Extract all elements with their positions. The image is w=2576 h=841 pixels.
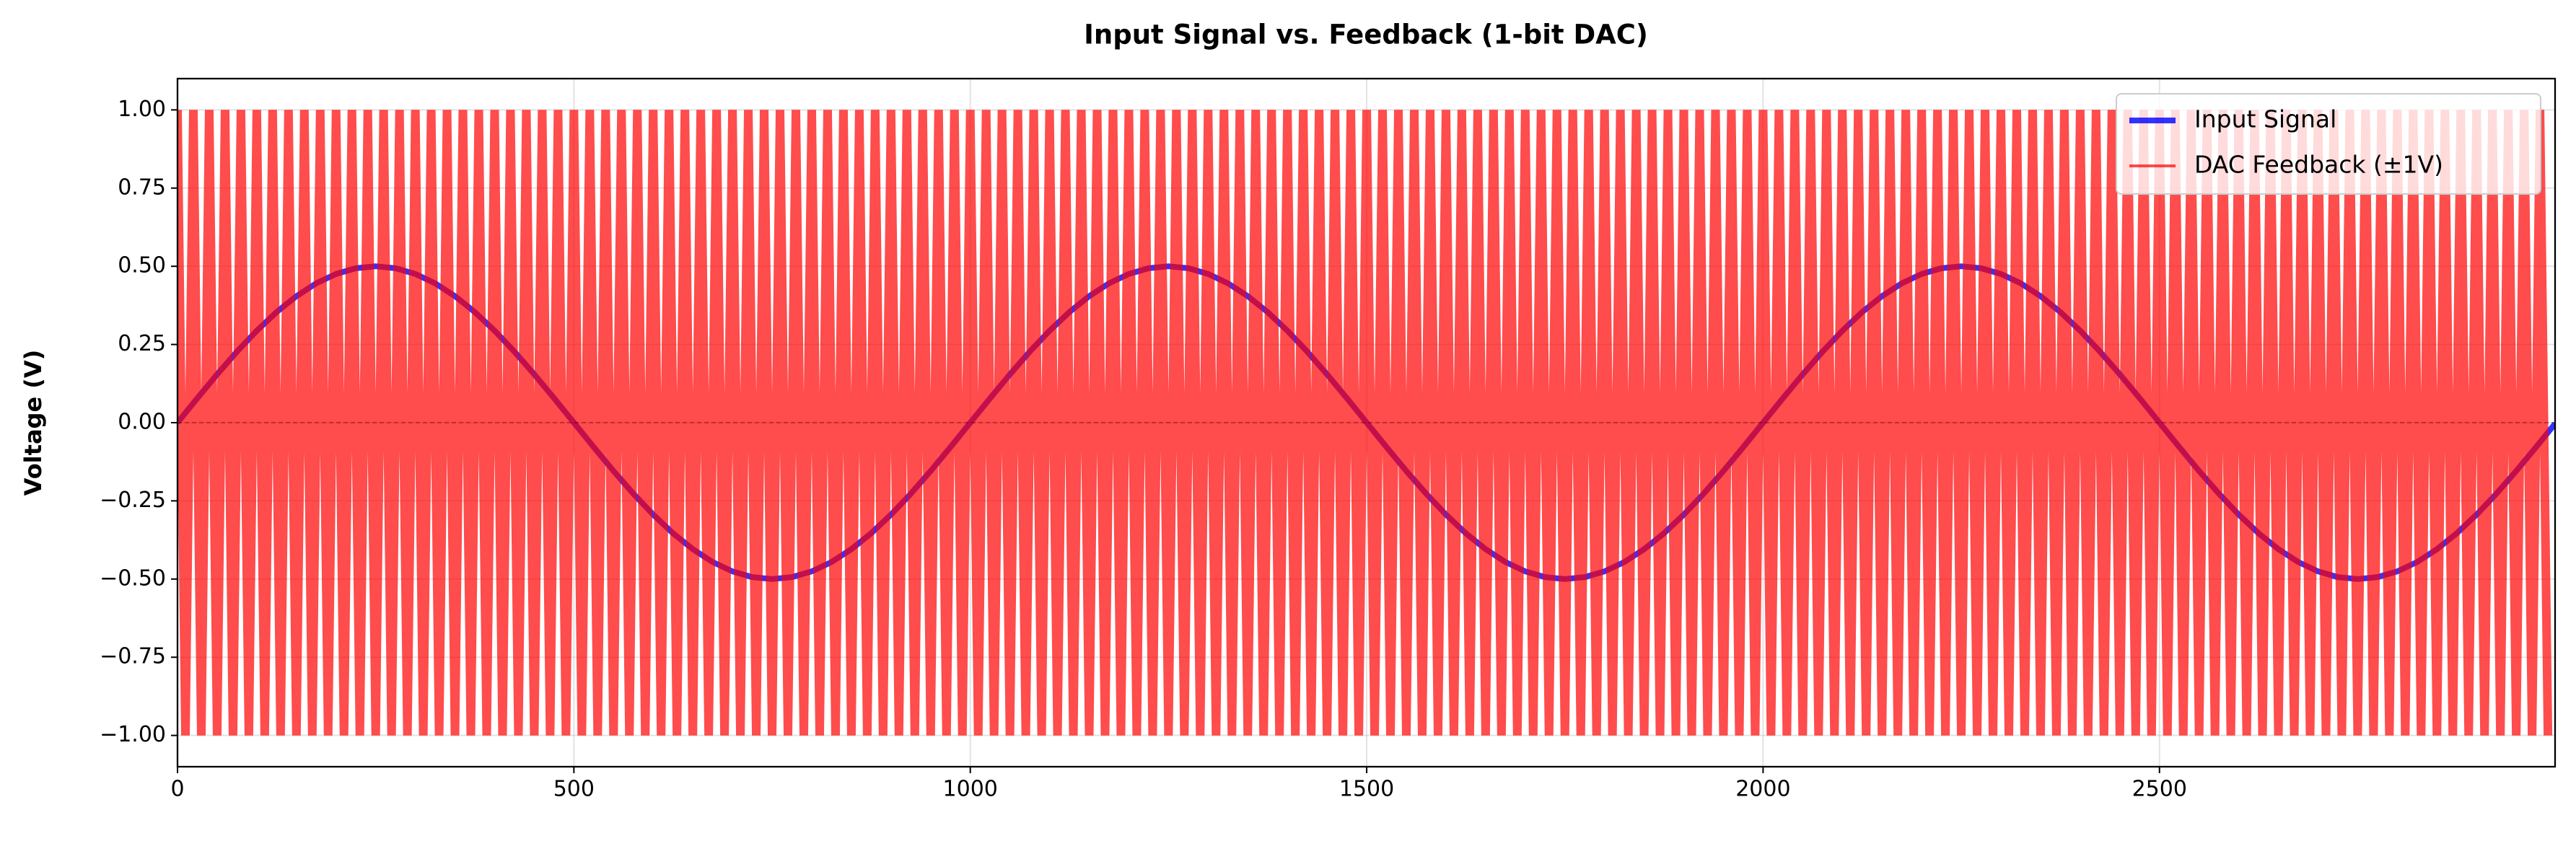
plot-frame	[176, 77, 2557, 768]
x-tick-label: 2000	[1735, 777, 1790, 802]
y-tick-label: −0.75	[100, 644, 166, 669]
legend-label: Input Signal	[2194, 105, 2336, 133]
y-tick-label: 0.25	[118, 331, 166, 356]
y-tick-label: 1.00	[118, 97, 166, 122]
legend-label: DAC Feedback (±1V)	[2194, 151, 2443, 179]
legend-box	[2116, 93, 2541, 195]
y-tick-label: −0.25	[100, 488, 166, 513]
y-tick-label: −1.00	[100, 722, 166, 747]
y-tick-label: 0.50	[118, 253, 166, 278]
x-tick-label: 1500	[1339, 777, 1394, 802]
x-tick-label: 1000	[943, 777, 998, 802]
y-tick-label: 0.00	[118, 410, 166, 435]
y-tick-label: 0.75	[118, 175, 166, 200]
x-tick-label: 2500	[2132, 777, 2187, 802]
y-axis-label: Voltage (V)	[19, 350, 47, 496]
x-tick-label: 0	[170, 777, 184, 802]
data-line	[178, 110, 2553, 736]
y-tick-label: −0.50	[100, 565, 166, 591]
x-tick-label: 500	[553, 777, 595, 802]
chart-title: Input Signal vs. Feedback (1-bit DAC)	[1084, 19, 1648, 50]
